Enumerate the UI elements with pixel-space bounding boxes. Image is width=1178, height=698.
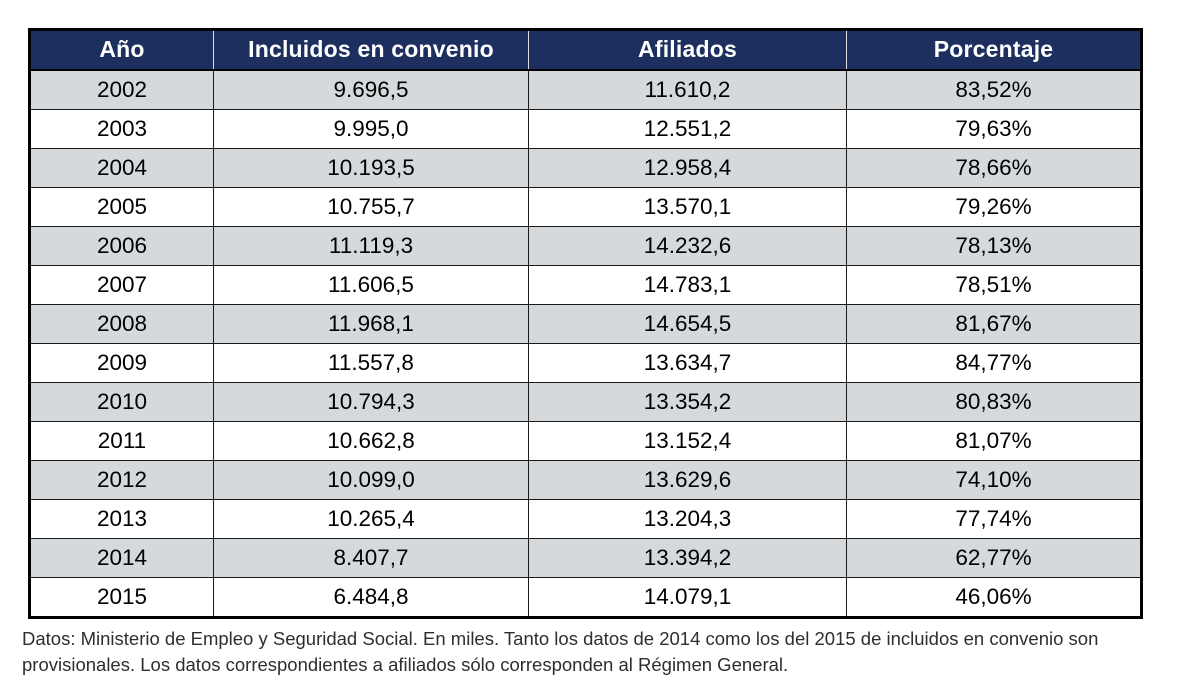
table-row-2008: 2008 11.968,1 14.654,5 81,67% bbox=[29, 303, 1142, 344]
table-header: Año Incluidos en convenio Afiliados Porcent… bbox=[29, 29, 1142, 71]
cell-convenio: 6.484,8 bbox=[213, 576, 529, 618]
convenios-afiliados-table: Año Incluidos en convenio Afiliados Porcent… bbox=[28, 28, 1143, 619]
cell-porcentaje: 46,06% bbox=[846, 576, 1142, 618]
cell-porcentaje: 79,63% bbox=[846, 108, 1142, 149]
column-header-afiliados: Afiliados bbox=[528, 29, 847, 71]
cell-year: 2002 bbox=[29, 69, 214, 110]
cell-afiliados: 13.394,2 bbox=[528, 537, 847, 578]
cell-afiliados: 12.551,2 bbox=[528, 108, 847, 149]
cell-year: 2004 bbox=[29, 147, 214, 188]
table-row-2014: 2014 8.407,7 13.394,2 62,77% bbox=[29, 537, 1142, 578]
cell-porcentaje: 74,10% bbox=[846, 459, 1142, 500]
cell-afiliados: 14.783,1 bbox=[528, 264, 847, 305]
cell-year: 2010 bbox=[29, 381, 214, 422]
cell-year: 2014 bbox=[29, 537, 214, 578]
source-footnote: Datos: Ministerio de Empleo y Seguridad … bbox=[22, 628, 1099, 675]
cell-convenio: 11.557,8 bbox=[213, 342, 529, 383]
cell-porcentaje: 81,67% bbox=[846, 303, 1142, 344]
cell-year: 2007 bbox=[29, 264, 214, 305]
cell-porcentaje: 77,74% bbox=[846, 498, 1142, 539]
cell-convenio: 9.995,0 bbox=[213, 108, 529, 149]
table-row-2004: 2004 10.193,5 12.958,4 78,66% bbox=[29, 147, 1142, 188]
cell-porcentaje: 84,77% bbox=[846, 342, 1142, 383]
column-header-porcentaje: Porcentaje bbox=[846, 29, 1142, 71]
cell-afiliados: 14.654,5 bbox=[528, 303, 847, 344]
cell-afiliados: 13.629,6 bbox=[528, 459, 847, 500]
table-row-2005: 2005 10.755,7 13.570,1 79,26% bbox=[29, 186, 1142, 227]
cell-convenio: 11.606,5 bbox=[213, 264, 529, 305]
column-header-year: Año bbox=[29, 29, 214, 71]
header-row: Año Incluidos en convenio Afiliados Porcent… bbox=[29, 29, 1142, 71]
cell-convenio: 11.119,3 bbox=[213, 225, 529, 266]
cell-year: 2008 bbox=[29, 303, 214, 344]
cell-year: 2012 bbox=[29, 459, 214, 500]
cell-convenio: 8.407,7 bbox=[213, 537, 529, 578]
cell-porcentaje: 62,77% bbox=[846, 537, 1142, 578]
cell-year: 2006 bbox=[29, 225, 214, 266]
cell-porcentaje: 80,83% bbox=[846, 381, 1142, 422]
table-row-2006: 2006 11.119,3 14.232,6 78,13% bbox=[29, 225, 1142, 266]
table-body: 2002 9.696,5 11.610,2 83,52% 2003 9.995,0 12.5… bbox=[29, 69, 1142, 618]
cell-afiliados: 11.610,2 bbox=[528, 69, 847, 110]
cell-convenio: 10.265,4 bbox=[213, 498, 529, 539]
cell-year: 2003 bbox=[29, 108, 214, 149]
cell-afiliados: 14.232,6 bbox=[528, 225, 847, 266]
cell-convenio: 10.662,8 bbox=[213, 420, 529, 461]
cell-convenio: 10.755,7 bbox=[213, 186, 529, 227]
cell-afiliados: 13.570,1 bbox=[528, 186, 847, 227]
cell-convenio: 10.794,3 bbox=[213, 381, 529, 422]
cell-year: 2005 bbox=[29, 186, 214, 227]
cell-afiliados: 12.958,4 bbox=[528, 147, 847, 188]
cell-year: 2015 bbox=[29, 576, 214, 618]
cell-convenio: 10.193,5 bbox=[213, 147, 529, 188]
cell-year: 2009 bbox=[29, 342, 214, 383]
cell-porcentaje: 79,26% bbox=[846, 186, 1142, 227]
column-header-convenio: Incluidos en convenio bbox=[213, 29, 529, 71]
cell-afiliados: 13.204,3 bbox=[528, 498, 847, 539]
cell-convenio: 9.696,5 bbox=[213, 69, 529, 110]
cell-year: 2013 bbox=[29, 498, 214, 539]
table-row-2011: 2011 10.662,8 13.152,4 81,07% bbox=[29, 420, 1142, 461]
cell-afiliados: 14.079,1 bbox=[528, 576, 847, 618]
table-row-2012: 2012 10.099,0 13.629,6 74,10% bbox=[29, 459, 1142, 500]
cell-porcentaje: 81,07% bbox=[846, 420, 1142, 461]
cell-afiliados: 13.354,2 bbox=[528, 381, 847, 422]
cell-convenio: 10.099,0 bbox=[213, 459, 529, 500]
table-row-2010: 2010 10.794,3 13.354,2 80,83% bbox=[29, 381, 1142, 422]
table-row-2013: 2013 10.265,4 13.204,3 77,74% bbox=[29, 498, 1142, 539]
cell-porcentaje: 83,52% bbox=[846, 69, 1142, 110]
cell-porcentaje: 78,13% bbox=[846, 225, 1142, 266]
cell-afiliados: 13.634,7 bbox=[528, 342, 847, 383]
table-row-2015: 2015 6.484,8 14.079,1 46,06% bbox=[29, 576, 1142, 618]
table-row-2003: 2003 9.995,0 12.551,2 79,63% bbox=[29, 108, 1142, 149]
table-row-2007: 2007 11.606,5 14.783,1 78,51% bbox=[29, 264, 1142, 305]
table-row-2002: 2002 9.696,5 11.610,2 83,52% bbox=[29, 69, 1142, 110]
cell-year: 2011 bbox=[29, 420, 214, 461]
cell-afiliados: 13.152,4 bbox=[528, 420, 847, 461]
table-row-2009: 2009 11.557,8 13.634,7 84,77% bbox=[29, 342, 1142, 383]
cell-convenio: 11.968,1 bbox=[213, 303, 529, 344]
cell-porcentaje: 78,51% bbox=[846, 264, 1142, 305]
cell-porcentaje: 78,66% bbox=[846, 147, 1142, 188]
